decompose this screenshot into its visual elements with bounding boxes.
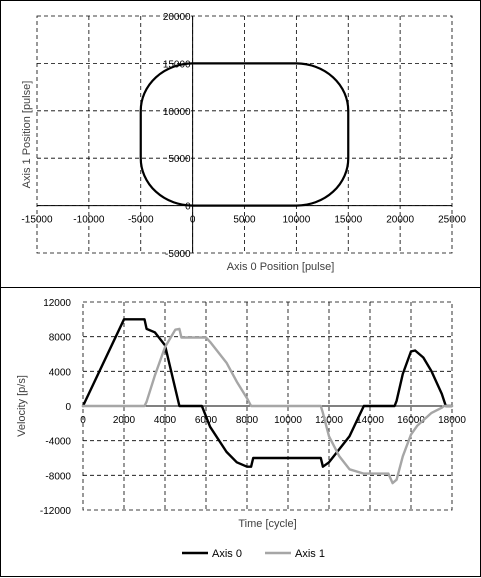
x-tick-label: 18000	[438, 415, 466, 426]
y-tick-label: 12000	[43, 298, 71, 309]
y-tick-label: -8000	[45, 471, 71, 482]
plot-area-border	[36, 15, 453, 254]
position-chart: -15000 -10000 -5000 0 5000 10000 15000 20000 250…	[21, 12, 466, 273]
x-tick-label: 5000	[233, 215, 256, 226]
y-tick-label: -5000	[165, 249, 191, 260]
y-tick-label: 4000	[49, 367, 72, 378]
y-tick-label: -4000	[45, 437, 71, 448]
y-axis-title: Velocity [p/s]	[16, 375, 28, 437]
x-tick-label: 20000	[386, 215, 414, 226]
x-tick-label: 8000	[236, 415, 259, 426]
x-tick-label: -5000	[128, 215, 154, 226]
series-line-axis-1	[81, 327, 454, 485]
x-axis-title: Time [cycle]	[238, 518, 296, 530]
x-tick-label: 25000	[438, 215, 466, 226]
y-tick-label: 20000	[163, 12, 191, 23]
x-tick-label: 2000	[113, 415, 136, 426]
legend-label-axis-1: Axis 1	[295, 548, 325, 560]
y-tick-label: 10000	[163, 107, 191, 118]
x-tick-label: 12000	[315, 415, 343, 426]
x-tick-label: 0	[80, 415, 86, 426]
y-tick-label: 0	[65, 402, 71, 413]
velocity-chart-panel: 0 2000 4000 6000 8000 10000 12000 14000 16000 180…	[0, 287, 481, 577]
x-tick-label: 16000	[397, 415, 425, 426]
x-tick-label: 10000	[274, 415, 302, 426]
x-tick-label: -15000	[21, 215, 53, 226]
y-tick-label: 8000	[49, 333, 72, 344]
x-tick-label: 14000	[356, 415, 384, 426]
y-tick-label: -12000	[40, 506, 72, 517]
x-tick-label: -10000	[73, 215, 105, 226]
x-tick-label: 0	[190, 215, 196, 226]
legend-label-axis-0: Axis 0	[212, 548, 242, 560]
x-tick-label: 15000	[334, 215, 362, 226]
x-tick-label: 10000	[282, 215, 310, 226]
series-line-axis-0	[81, 318, 454, 468]
y-tick-label: 0	[185, 202, 191, 213]
x-axis-title: Axis 0 Position [pulse]	[227, 261, 335, 273]
velocity-chart: 0 2000 4000 6000 8000 10000 12000 14000 16000 180…	[16, 298, 466, 560]
position-path-line	[139, 62, 350, 207]
position-chart-panel: -15000 -10000 -5000 0 5000 10000 15000 20000 250…	[0, 0, 481, 288]
x-tick-label: 4000	[154, 415, 177, 426]
y-axis-title: Axis 1 Position [pulse]	[21, 81, 33, 189]
x-tick-label: 6000	[195, 415, 218, 426]
y-tick-label: 5000	[168, 154, 191, 165]
